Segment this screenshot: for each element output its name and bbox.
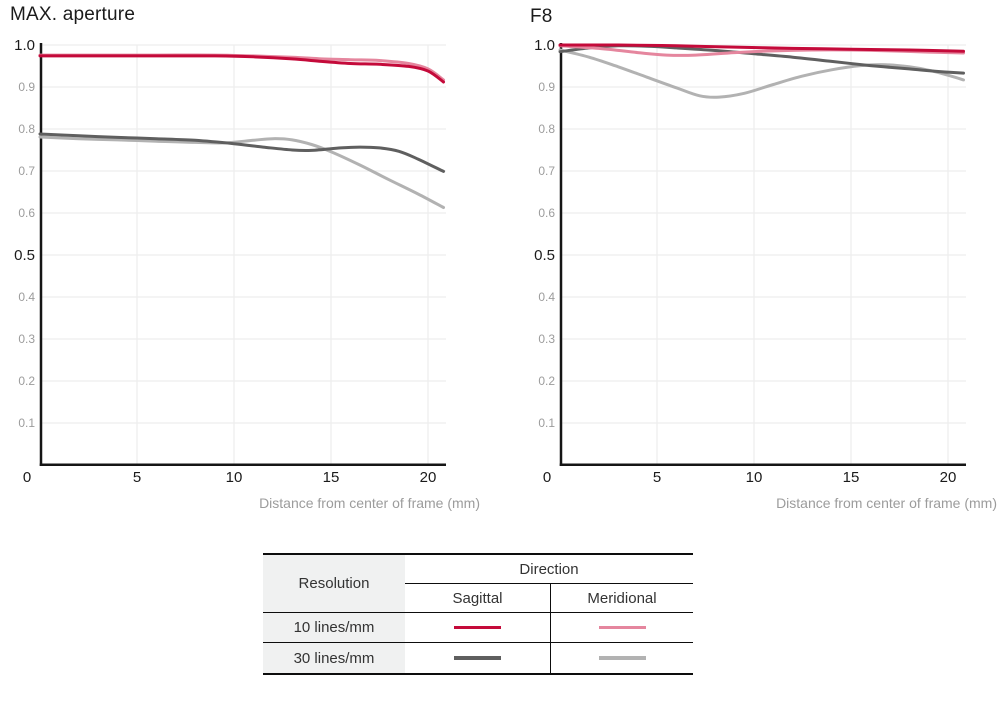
- x-tick-label: 20: [940, 469, 957, 486]
- tick-labels: 0.1 0.2 0.3 0.4 0.5 0.6 0.7 0.8 0.9 1.0 0 5 10 15 20 Di…: [14, 37, 480, 511]
- swatch-10-sagittal: [454, 625, 501, 630]
- x-tick-label: 10: [746, 469, 763, 486]
- x-tick-label: 0: [543, 469, 551, 486]
- x-tick-label: 0: [23, 469, 31, 486]
- y-tick-label: 0.5: [14, 247, 35, 264]
- y-tick-label: 0.1: [18, 416, 35, 430]
- legend-direction-header: Direction: [405, 555, 693, 584]
- axes: [559, 43, 966, 466]
- y-tick-label: 1.0: [14, 37, 35, 54]
- mtf-chart-max-aperture: 0.1 0.2 0.3 0.4 0.5 0.6 0.7 0.8 0.9 1.0 0 5 10 15 20 Di…: [14, 37, 480, 511]
- x-tick-label: 5: [133, 469, 141, 486]
- swatch-30-meridional: [598, 656, 646, 660]
- tick-labels: 0.1 0.2 0.3 0.4 0.5 0.6 0.7 0.8 0.9 1.0 0 5 10 15 20 Di…: [534, 37, 997, 511]
- y-tick-label: 0.8: [538, 122, 555, 136]
- legend-row-label-10-lines: 10 lines/mm: [263, 613, 405, 643]
- x-tick-label: 5: [653, 469, 661, 486]
- gridlines: [560, 44, 966, 465]
- y-tick-label: 0.6: [18, 206, 35, 220]
- y-tick-label: 0.9: [18, 80, 35, 94]
- series-10-lines-mm-sagittal: [558, 43, 965, 53]
- series-10-lines-mm-meridional: [38, 53, 445, 82]
- x-axis-title: Distance from center of frame (mm): [259, 495, 480, 511]
- legend-swatch-cell: [550, 613, 693, 643]
- y-tick-label: 0.5: [534, 247, 555, 264]
- swatch-30-sagittal: [454, 656, 501, 660]
- y-tick-label: 0.4: [18, 290, 35, 304]
- series-10-lines-mm-sagittal: [38, 54, 445, 84]
- legend-table: Resolution Direction Sagittal Meridional…: [263, 553, 693, 675]
- y-tick-label: 0.7: [18, 164, 35, 178]
- axes: [39, 43, 446, 466]
- series-30-lines-mm-meridional: [558, 48, 965, 99]
- legend-swatch-cell: [550, 643, 693, 673]
- series-30-lines-mm-sagittal: [38, 132, 445, 173]
- series-30-lines-mm-meridional: [38, 135, 445, 209]
- x-tick-label: 15: [843, 469, 860, 486]
- x-tick-label: 20: [420, 469, 437, 486]
- y-tick-label: 0.6: [538, 206, 555, 220]
- y-tick-label: 0.2: [18, 374, 35, 388]
- y-tick-label: 0.3: [538, 332, 555, 346]
- x-axis-title: Distance from center of frame (mm): [776, 495, 997, 511]
- legend-swatch-cell: [405, 613, 550, 643]
- y-tick-label: 0.3: [18, 332, 35, 346]
- gridlines: [40, 44, 446, 465]
- legend-column-meridional: Meridional: [550, 584, 693, 613]
- y-tick-label: 0.8: [18, 122, 35, 136]
- y-tick-label: 0.9: [538, 80, 555, 94]
- legend-row-label-30-lines: 30 lines/mm: [263, 643, 405, 673]
- swatch-10-meridional: [598, 625, 646, 630]
- y-tick-label: 1.0: [534, 37, 555, 54]
- y-tick-label: 0.1: [538, 416, 555, 430]
- y-tick-label: 0.4: [538, 290, 555, 304]
- legend-swatch-cell: [405, 643, 550, 673]
- x-tick-label: 10: [226, 469, 243, 486]
- chart-title-max-aperture: MAX. aperture: [10, 4, 136, 25]
- x-tick-label: 15: [323, 469, 340, 486]
- mtf-chart-f8: 0.1 0.2 0.3 0.4 0.5 0.6 0.7 0.8 0.9 1.0 0 5 10 15 20 Di…: [534, 37, 997, 511]
- legend-column-sagittal: Sagittal: [405, 584, 550, 613]
- legend-resolution-header: Resolution: [263, 555, 405, 613]
- y-tick-label: 0.2: [538, 374, 555, 388]
- y-tick-label: 0.7: [538, 164, 555, 178]
- chart-title-f8: F8: [530, 6, 553, 27]
